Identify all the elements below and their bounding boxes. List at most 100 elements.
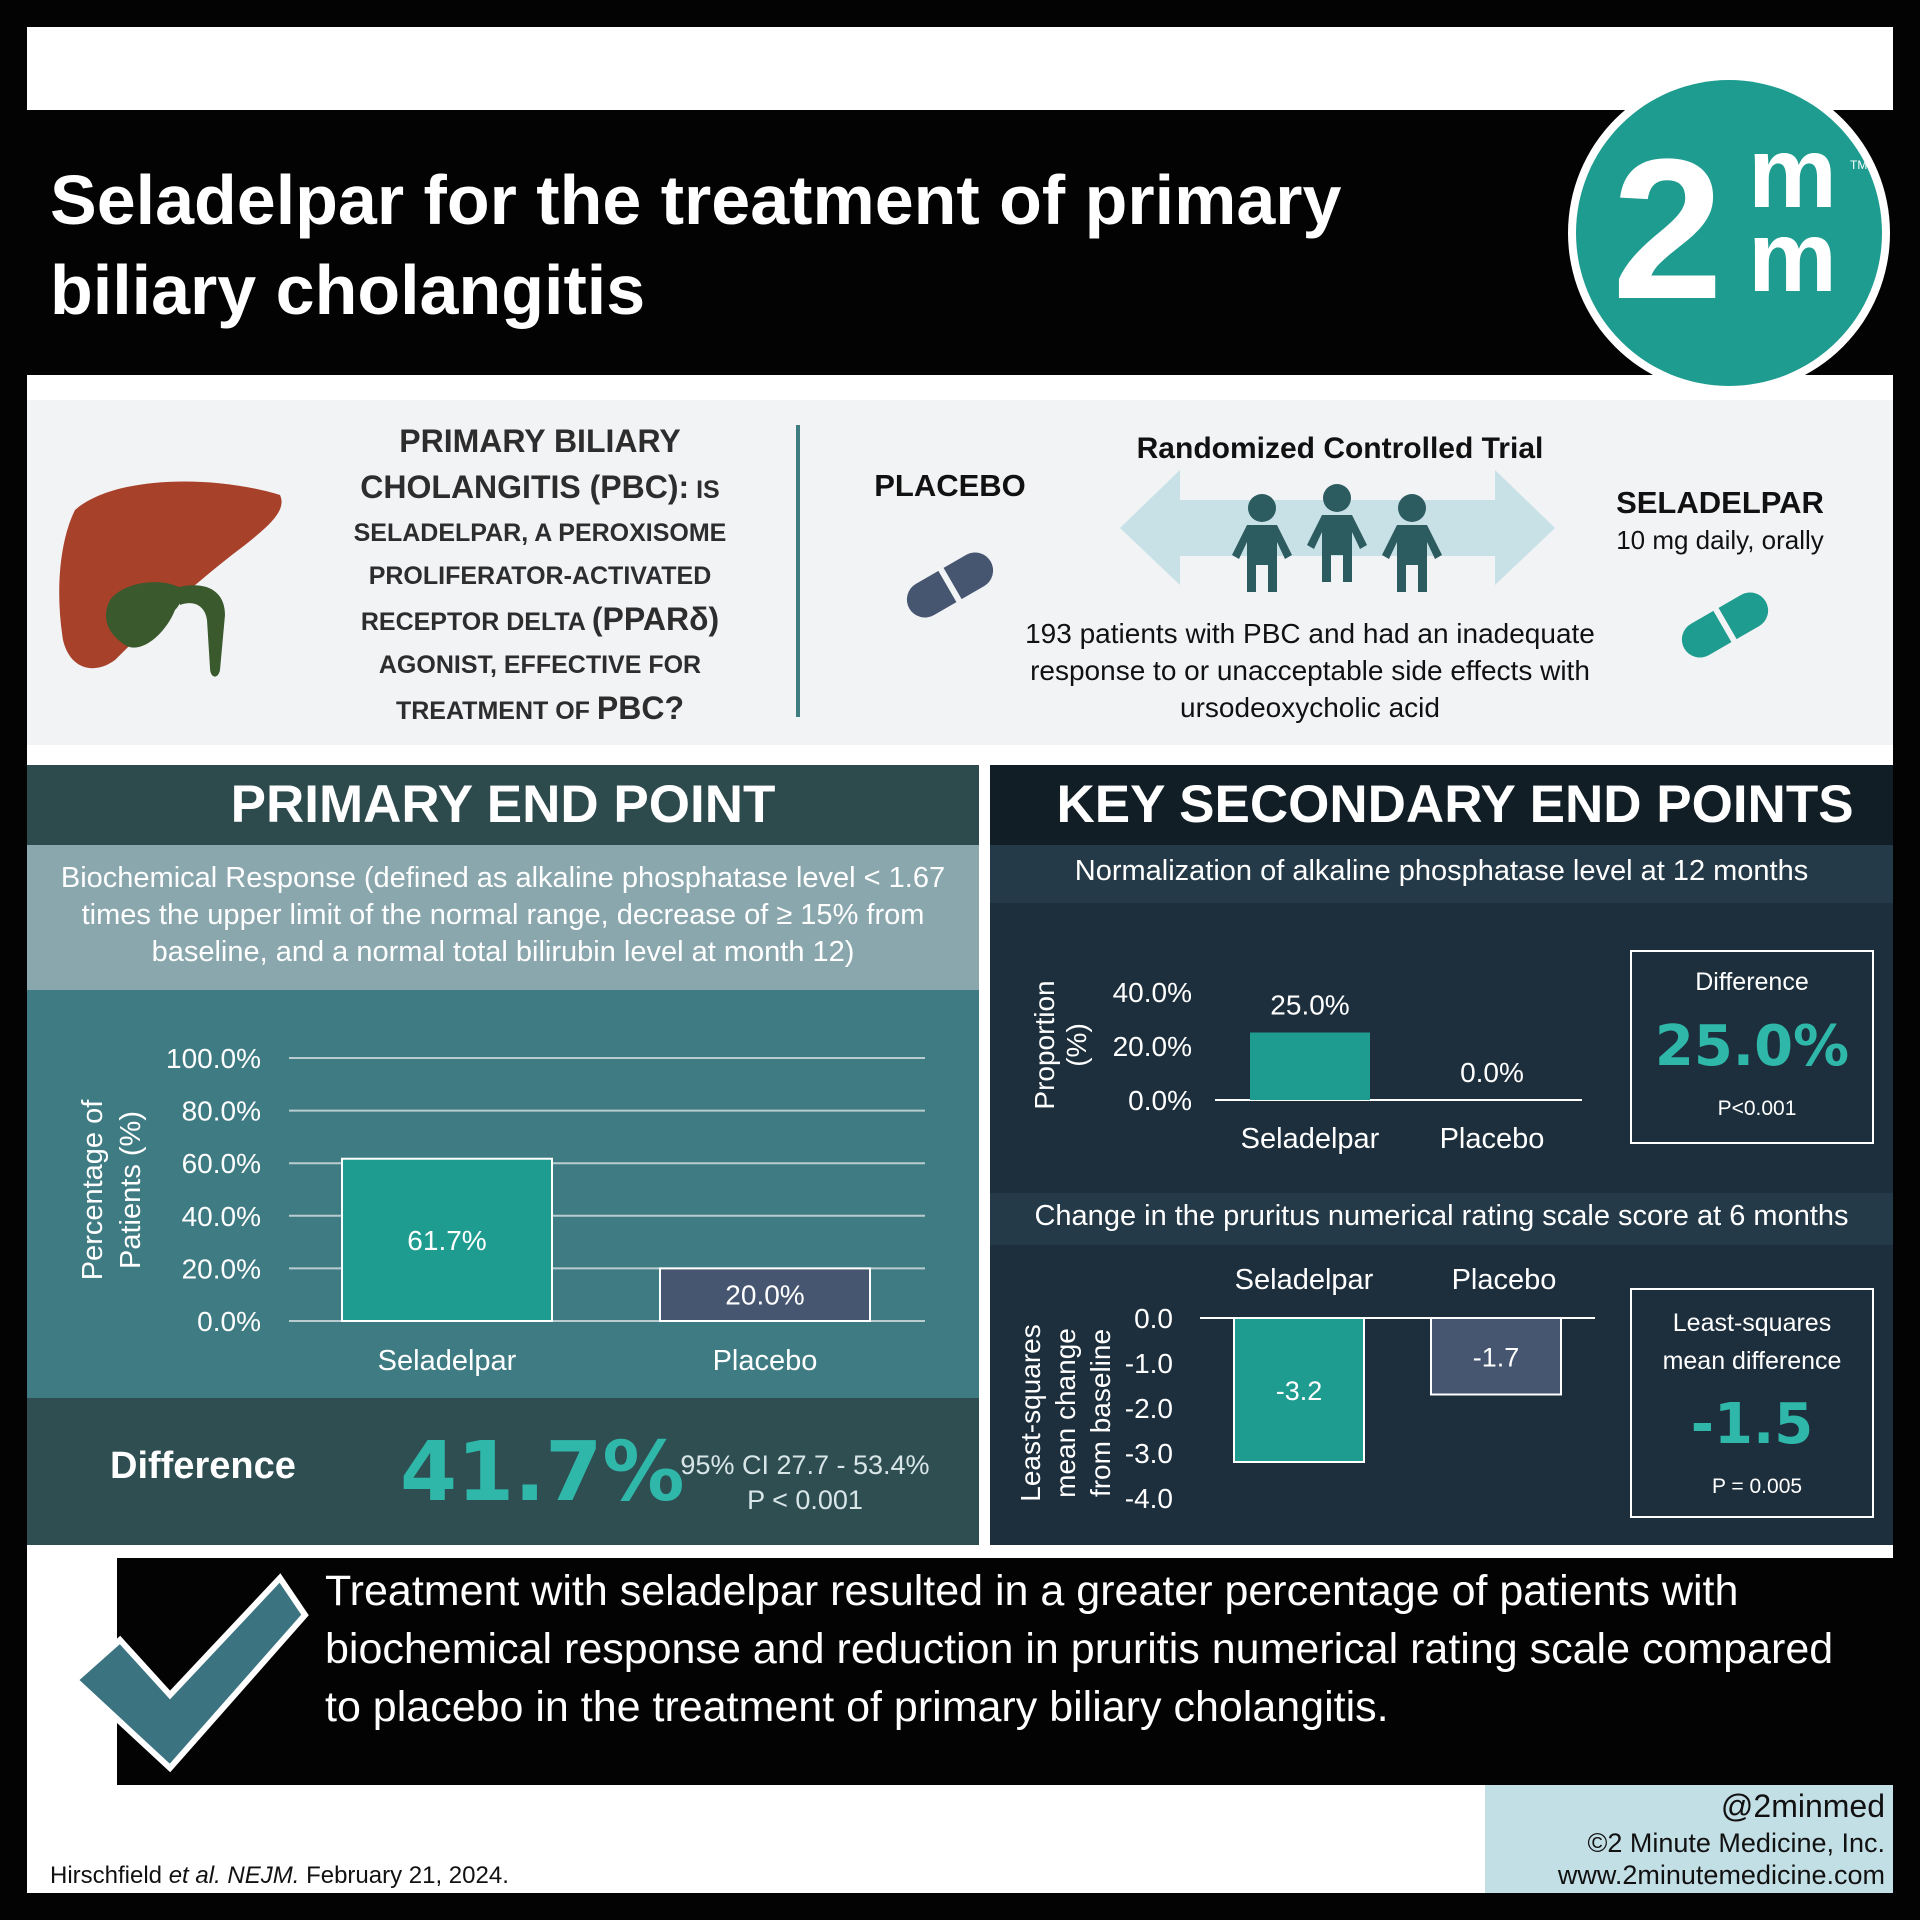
people-icon	[1232, 484, 1442, 592]
credit-box	[1485, 1785, 1893, 1893]
confidence-interval: 95% CI 27.7 - 53.4% P < 0.001	[660, 1448, 950, 1518]
y-tick-label: -1.0	[1125, 1348, 1173, 1379]
citation-authors: Hirschfield	[50, 1862, 169, 1889]
study-question: PRIMARY BILIARY CHOLANGITIS (PBC): IS SE…	[310, 420, 770, 733]
primary-header	[27, 765, 979, 845]
citation: Hirschfield et al. NEJM. February 21, 20…	[50, 1862, 509, 1890]
ls-box-label: Least-squares mean difference	[1632, 1304, 1872, 1380]
y-tick-label: 100.0%	[166, 1043, 261, 1074]
y-axis-label: from baseline	[1085, 1329, 1116, 1497]
x-tick-label: Seladelpar	[1241, 1123, 1380, 1155]
logo: 2 m m TM	[1568, 72, 1890, 394]
x-tick-label: Placebo	[1452, 1264, 1557, 1296]
bar	[341, 1157, 553, 1322]
placebo-pill-icon	[906, 552, 994, 618]
y-tick-label: 0.0%	[197, 1306, 261, 1337]
y-tick-label: -3.0	[1125, 1438, 1173, 1469]
checkmark-icon	[70, 1573, 309, 1773]
y-tick-label: 60.0%	[182, 1148, 261, 1179]
question-line: PBC?	[596, 690, 685, 726]
secondary-subtitle: Change in the pruritus numerical rating …	[1034, 1200, 1849, 1232]
primary-description-box	[27, 845, 979, 990]
y-axis-label: Patients (%)	[115, 1111, 147, 1269]
primary-difference-box	[27, 1398, 979, 1545]
y-tick-label: 40.0%	[1113, 977, 1192, 1008]
primary-chart: 0.0% 20.0% 40.0% 60.0% 80.0% 100.0% 61.7% Selad…	[77, 1043, 925, 1377]
bar	[1250, 1032, 1370, 1100]
bar	[1233, 1317, 1365, 1463]
social-handle: @2minmed	[1720, 1788, 1885, 1824]
y-tick-label: 20.0%	[182, 1253, 261, 1284]
difference-box-p: P<0.001	[1717, 1097, 1797, 1120]
x-tick-label: Seladelpar	[1235, 1264, 1374, 1296]
placebo-label: PLACEBO	[874, 468, 1026, 503]
ls-box-label-line: mean difference	[1662, 1347, 1842, 1375]
y-axis-label: Least-squares	[1015, 1324, 1046, 1501]
p-value: P < 0.001	[747, 1485, 863, 1515]
y-tick-label: -4.0	[1125, 1483, 1173, 1514]
ls-box-label-line: Least-squares	[1672, 1309, 1832, 1337]
y-tick-label: 0.0%	[1128, 1085, 1192, 1116]
logo-letter: m	[1748, 117, 1837, 229]
secondary-subtitle: Normalization of alkaline phosphatase le…	[1074, 855, 1809, 887]
difference-box-value: 25.0%	[1654, 1014, 1850, 1079]
secondary-header	[990, 765, 1893, 845]
difference-box: Difference 25.0% P<0.001	[1630, 950, 1874, 1144]
y-tick-label: 0.0	[1134, 1303, 1173, 1334]
divider	[796, 425, 800, 717]
logo-badge: 2 m m TM	[1576, 80, 1882, 386]
citation-journal: et al. NEJM.	[168, 1862, 300, 1889]
y-tick-label: 40.0%	[182, 1201, 261, 1232]
data-label: 25.0%	[1270, 990, 1349, 1021]
x-tick-label: Placebo	[713, 1345, 818, 1377]
x-tick-label: Seladelpar	[378, 1345, 517, 1377]
alp-normalization-chart: 0.0% 20.0% 40.0% 25.0% Seladelpar 0.0% Placebo…	[1029, 977, 1582, 1155]
logo-letter: m	[1748, 201, 1837, 313]
y-axis-label: Percentage of	[77, 1099, 109, 1281]
copyright: ©2 Minute Medicine, Inc.	[1587, 1828, 1885, 1858]
question-line: CHOLANGITIS (PBC):	[360, 469, 690, 505]
y-tick-label: 80.0%	[182, 1096, 261, 1127]
question-line: (PPARδ)	[591, 601, 720, 637]
primary-description: Biochemical Response (defined as alkalin…	[60, 862, 946, 968]
difference-box-label: Difference	[1695, 968, 1809, 996]
question-line: RECEPTOR DELTA	[360, 608, 585, 636]
data-label: -1.7	[1473, 1342, 1520, 1372]
x-tick-label: Placebo	[1440, 1123, 1545, 1155]
question-line: AGONIST, EFFECTIVE FOR	[378, 651, 702, 679]
question-line: PROLIFERATOR-ACTIVATED	[368, 562, 712, 590]
secondary-subheader	[990, 1193, 1893, 1245]
logo-number: 2	[1612, 118, 1723, 341]
y-axis-label: (%)	[1061, 1023, 1092, 1067]
website-link[interactable]: www.2minutemedicine.com	[1557, 1860, 1885, 1890]
bar	[1430, 1317, 1562, 1396]
bar	[659, 1267, 871, 1322]
secondary-title: KEY SECONDARY END POINTS	[1056, 775, 1854, 834]
logo-trademark: TM	[1850, 158, 1868, 172]
ls-mean-difference-box: Least-squares mean difference -1.5 P = 0…	[1630, 1288, 1874, 1518]
pruritus-chart: 0.0 -1.0 -2.0 -3.0 -4.0 -3.2 Seladelpar -1.7 Pla…	[1015, 1264, 1595, 1514]
liver-icon	[59, 481, 282, 677]
conclusion-box	[117, 1558, 1893, 1785]
data-label: 0.0%	[1460, 1057, 1524, 1088]
seladelpar-label: SELADELPAR	[1616, 485, 1824, 520]
data-label: -3.2	[1276, 1376, 1323, 1406]
rct-label: Randomized Controlled Trial	[1136, 432, 1544, 465]
seladelpar-dose: 10 mg daily, orally	[1616, 525, 1824, 555]
y-axis-label: Proportion	[1029, 980, 1060, 1109]
seladelpar-pill-icon	[1681, 592, 1769, 658]
page-title: Seladelpar for the treatment of primary …	[50, 161, 1342, 329]
question-line: SELADELPAR, A PEROXISOME	[353, 519, 727, 547]
data-label: 61.7%	[407, 1225, 486, 1256]
primary-title: PRIMARY END POINT	[230, 775, 776, 834]
question-line: IS	[696, 476, 720, 504]
ls-box-p: P = 0.005	[1711, 1475, 1803, 1498]
citation-date: February 21, 2024.	[299, 1862, 509, 1889]
question-line: PRIMARY BILIARY	[399, 423, 681, 459]
y-tick-label: 20.0%	[1113, 1031, 1192, 1062]
patient-population: 193 patients with PBC and had an inadequ…	[1025, 618, 1595, 723]
y-axis-label: mean change	[1050, 1328, 1081, 1498]
conclusion-text: Treatment with seladelpar resulted in a …	[325, 1567, 1834, 1731]
difference-value: 41.7%	[400, 1425, 685, 1520]
difference-label: Difference	[110, 1445, 296, 1487]
